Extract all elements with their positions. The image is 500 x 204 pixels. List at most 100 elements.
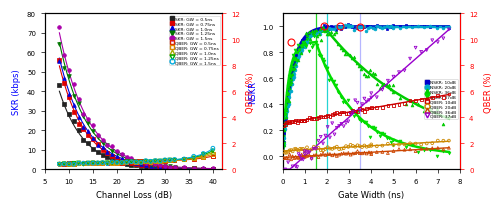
Point: [152, 165, 160, 169]
Point: [314, 33, 322, 36]
Point: [200, 153, 207, 156]
Point: [360, 121, 368, 124]
Point: [280, 156, 287, 160]
Point: [374, 131, 382, 134]
Point: [284, 85, 292, 88]
Point: [362, 75, 370, 78]
Point: [318, 28, 326, 31]
Point: [310, 117, 318, 120]
Point: [438, 27, 446, 30]
Point: [385, 137, 393, 140]
Point: [200, 167, 207, 171]
Point: [349, 144, 357, 148]
Point: [190, 157, 198, 160]
Point: [374, 25, 382, 28]
Point: [170, 158, 178, 161]
Point: [122, 159, 130, 162]
Point: [323, 30, 331, 34]
Point: [344, 53, 351, 56]
Point: [328, 154, 336, 157]
Point: [336, 96, 344, 99]
Point: [341, 54, 349, 57]
Point: [74, 123, 82, 126]
Point: [332, 29, 340, 33]
Point: [309, 30, 317, 33]
Point: [299, 155, 307, 158]
Point: [385, 26, 393, 30]
Point: [180, 158, 188, 161]
Point: [89, 124, 97, 127]
Point: [166, 166, 173, 169]
Point: [351, 99, 359, 102]
Point: [330, 153, 338, 156]
Point: [108, 152, 116, 156]
Point: [281, 122, 289, 125]
Point: [156, 164, 164, 167]
Point: [334, 26, 342, 29]
Point: [310, 154, 318, 157]
Point: [310, 30, 318, 33]
Point: [338, 152, 345, 156]
Point: [290, 67, 298, 70]
Point: [299, 147, 307, 151]
Point: [132, 161, 140, 165]
Point: [330, 33, 338, 37]
Point: [339, 50, 347, 53]
Point: [56, 43, 64, 46]
Point: [365, 107, 373, 110]
Point: [390, 144, 398, 147]
Point: [445, 139, 453, 143]
Point: [118, 161, 126, 164]
Point: [355, 65, 363, 68]
Point: [351, 110, 359, 113]
Point: [414, 25, 422, 28]
Point: [323, 67, 331, 70]
Point: [406, 148, 414, 151]
Point: [362, 25, 370, 29]
Point: [428, 142, 436, 145]
Point: [354, 150, 362, 153]
Point: [312, 34, 320, 37]
Point: [300, 153, 308, 156]
Point: [282, 156, 290, 160]
Point: [137, 163, 145, 166]
Point: [330, 146, 338, 150]
Point: [362, 145, 370, 149]
Point: [344, 152, 352, 155]
Point: [80, 115, 88, 118]
Point: [70, 104, 78, 108]
Point: [104, 144, 112, 147]
Point: [362, 121, 370, 124]
Point: [142, 164, 150, 167]
Point: [190, 167, 198, 170]
Point: [355, 118, 363, 121]
Point: [280, 129, 288, 132]
Point: [350, 115, 358, 118]
Point: [70, 111, 78, 114]
Point: [60, 67, 68, 70]
Point: [209, 155, 217, 158]
Point: [319, 142, 327, 145]
X-axis label: Gate Width (ns): Gate Width (ns): [338, 190, 404, 199]
Point: [365, 99, 373, 102]
Point: [280, 150, 287, 153]
Point: [128, 161, 136, 164]
Point: [298, 49, 306, 52]
Point: [300, 44, 308, 47]
Legend: SKR: GW = 0.5ns, SKR: GW = 0.75ns, SKR: GW = 1.0ns, SKR: GW = 1.25ns, SKR: GW = : SKR: GW = 0.5ns, SKR: GW = 0.75ns, SKR: …: [169, 17, 220, 66]
Point: [428, 147, 436, 150]
Point: [333, 126, 341, 130]
Point: [312, 117, 320, 121]
Point: [316, 54, 324, 58]
Point: [152, 164, 160, 167]
Point: [156, 166, 164, 169]
Point: [156, 160, 164, 163]
Point: [352, 27, 360, 30]
Point: [432, 108, 440, 111]
Point: [122, 162, 130, 165]
Point: [94, 162, 102, 165]
Point: [304, 33, 312, 37]
Point: [113, 161, 121, 164]
Point: [346, 113, 354, 116]
Point: [340, 152, 347, 155]
